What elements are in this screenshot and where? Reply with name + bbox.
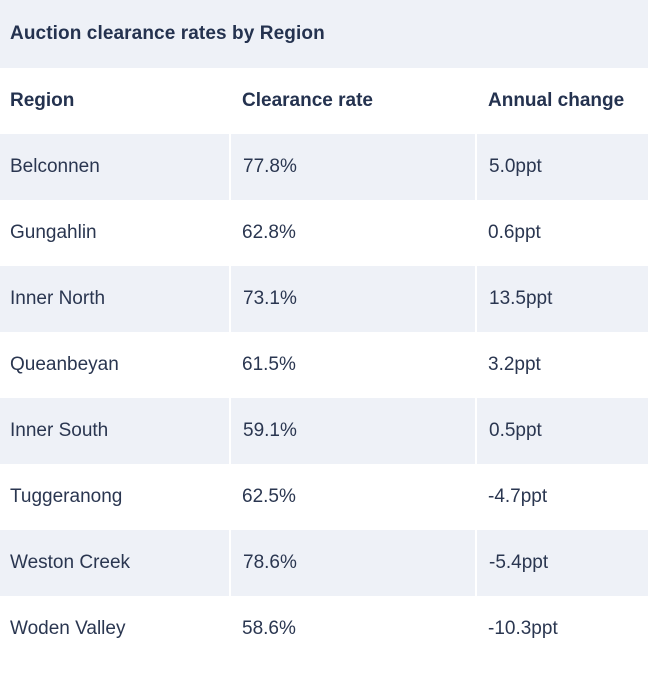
clearance-rate-cell: 62.8% xyxy=(242,222,296,243)
annual-change-cell: 0.6ppt xyxy=(488,222,541,243)
clearance-table: Region Clearance rate Annual change Belc… xyxy=(0,68,648,662)
region-cell: Gungahlin xyxy=(10,222,97,243)
column-header-annual-change: Annual change xyxy=(488,90,625,111)
table-row: Queanbeyan 61.5% 3.2ppt xyxy=(0,332,648,398)
table-title: Auction clearance rates by Region xyxy=(0,0,648,68)
column-header-region: Region xyxy=(10,90,75,111)
table-row: Belconnen 77.8% 5.0ppt xyxy=(0,134,648,200)
table-header: Region Clearance rate Annual change xyxy=(0,68,648,134)
column-header-clearance-rate: Clearance rate xyxy=(242,90,373,111)
table-row: Inner South 59.1% 0.5ppt xyxy=(0,398,648,464)
annual-change-cell: -10.3ppt xyxy=(488,618,558,639)
clearance-rate-cell: 77.8% xyxy=(230,134,477,200)
annual-change-cell: 3.2ppt xyxy=(488,354,541,375)
table-row: Weston Creek 78.6% -5.4ppt xyxy=(0,530,648,596)
region-cell: Tuggeranong xyxy=(10,486,123,507)
table-row: Tuggeranong 62.5% -4.7ppt xyxy=(0,464,648,530)
table-row: Gungahlin 62.8% 0.6ppt xyxy=(0,200,648,266)
annual-change-cell: 13.5ppt xyxy=(489,288,553,309)
region-cell: Woden Valley xyxy=(10,618,126,639)
annual-change-cell: -5.4ppt xyxy=(489,552,549,573)
clearance-rate-cell: 58.6% xyxy=(242,618,296,639)
table-row: Inner North 73.1% 13.5ppt xyxy=(0,266,648,332)
annual-change-cell: 5.0ppt xyxy=(489,156,542,177)
header-row: Region Clearance rate Annual change xyxy=(0,68,648,134)
table-body: Belconnen 77.8% 5.0ppt Gungahlin 62.8% 0.6ppt… xyxy=(0,134,648,662)
region-cell: Weston Creek xyxy=(0,530,231,596)
table-row: Woden Valley 58.6% -10.3ppt xyxy=(0,596,648,662)
region-cell: Queanbeyan xyxy=(10,354,119,375)
region-cell: Inner North xyxy=(0,266,231,332)
region-cell: Belconnen xyxy=(0,134,231,200)
clearance-rate-cell: 62.5% xyxy=(242,486,296,507)
annual-change-cell: -4.7ppt xyxy=(488,486,548,507)
clearance-rate-cell: 61.5% xyxy=(242,354,296,375)
clearance-rate-cell: 59.1% xyxy=(230,398,477,464)
annual-change-cell: 0.5ppt xyxy=(489,420,542,441)
clearance-rate-cell: 73.1% xyxy=(230,266,477,332)
region-cell: Inner South xyxy=(0,398,231,464)
clearance-rate-cell: 78.6% xyxy=(230,530,477,596)
